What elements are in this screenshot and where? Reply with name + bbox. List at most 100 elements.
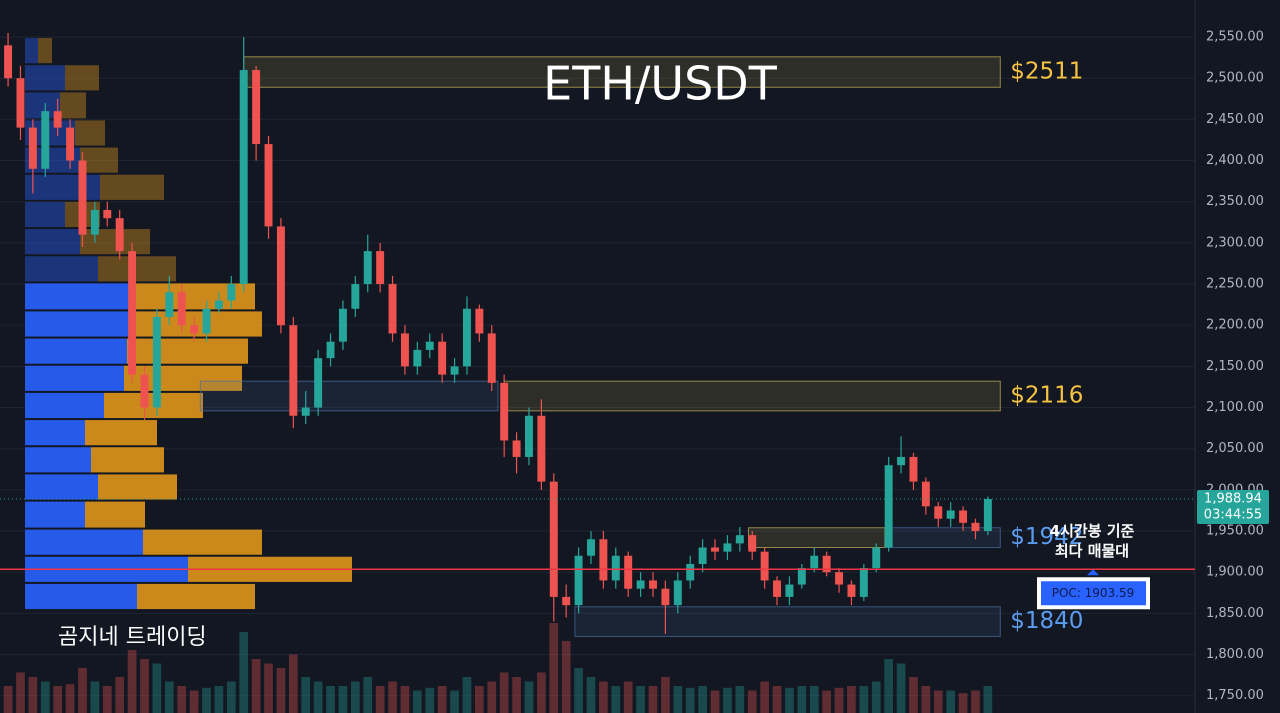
volume-bar [859,686,869,713]
volume-bar [698,686,707,713]
volume-bar [772,686,782,713]
y-tick-label: 1,800.00 [1206,647,1264,662]
candle-body [983,498,992,532]
profile-sell [135,283,255,310]
candle-body [946,510,955,519]
volume-bar [251,659,261,713]
candle-body [921,481,930,507]
candle-body [686,563,695,581]
volume-bar [933,690,943,713]
candle-body [872,547,881,569]
volume-bar [747,690,757,713]
poc-note: 최다 매물대 [1055,542,1129,560]
volume-bar [115,677,125,713]
volume-bar [164,681,174,713]
profile-sell [85,420,157,446]
candle-body [314,358,323,408]
profile-buy [25,420,85,446]
candle-body [512,440,521,457]
volume-bar [723,687,732,713]
chart-title: ETH/USDT [543,57,778,111]
candle-body [797,568,806,585]
volume-bar [16,672,25,713]
volume-bar [512,677,521,713]
profile-sell [38,38,52,64]
candle-body [500,382,509,441]
candle-body [376,251,385,285]
candle-body [748,535,757,552]
volume-bar [946,690,956,713]
profile-sell [98,474,177,500]
profile-sell [91,447,164,473]
volume-bar [636,686,645,713]
profile-sell [137,583,255,610]
candle-body [723,543,732,552]
volume-bar [127,650,137,713]
profile-sell [60,92,86,119]
volume-bar [338,686,348,713]
candle-body [711,547,719,552]
profile-buy [25,38,38,64]
candle-body [574,555,583,606]
profile-sell [75,120,105,146]
volume-bar [53,686,63,713]
candle-body [227,284,236,301]
zone [884,527,1001,549]
volume-bar [90,681,100,713]
profile-buy [25,174,100,200]
volume-bar [140,659,149,713]
candle-body [413,349,422,367]
volume-bar [78,668,87,713]
y-tick-label: 1,750.00 [1206,688,1264,703]
volume-bar [40,681,50,713]
candle-body [934,506,943,519]
candle-body [773,580,781,597]
profile-sell [80,229,150,255]
profile-sell [65,65,99,91]
candle-body [897,456,906,466]
candle-body [301,407,310,416]
volume-bar [586,677,596,713]
profile-buy [25,501,85,528]
poc-label: POC: 1903.59 [1052,586,1135,600]
candle-body [103,209,112,219]
candle-body [363,251,372,285]
y-tick-label: 2,050.00 [1206,441,1264,456]
y-tick-label: 2,450.00 [1206,112,1264,127]
candle-body [475,308,484,334]
volume-bar [425,687,435,713]
candle-body [649,580,657,589]
candle-body [698,547,707,564]
volume-bar [623,681,633,713]
y-tick-label: 1,900.00 [1206,565,1264,580]
last-price-label: 1,988.94 [1204,491,1262,506]
volume-bar [735,686,745,713]
volume-bar [760,681,769,713]
countdown: 03:44:55 [1204,507,1262,522]
profile-buy [25,392,104,419]
candle-body [810,555,819,569]
candle-body [115,218,124,252]
candle-body [140,374,149,408]
volume-bar [785,687,794,713]
volume-bar [450,690,459,713]
candle-body [90,209,99,235]
candle-body [438,341,447,375]
volume-bar [413,690,422,713]
profile-sell [127,338,248,364]
candle-body [847,584,856,597]
volume-bar [264,663,273,713]
volume-bar [983,686,993,713]
volume-bar [65,684,75,713]
profile-buy [25,65,65,91]
candle-body [587,539,595,556]
y-tick-label: 2,250.00 [1206,277,1264,292]
zone [503,380,1001,412]
volume-bar [847,686,856,713]
profile-sell [85,501,145,528]
candle-body [884,465,893,548]
profile-buy [25,447,91,473]
zone-label: $1942 [1010,524,1083,550]
candle-body [289,325,298,416]
candle-body [760,551,769,581]
